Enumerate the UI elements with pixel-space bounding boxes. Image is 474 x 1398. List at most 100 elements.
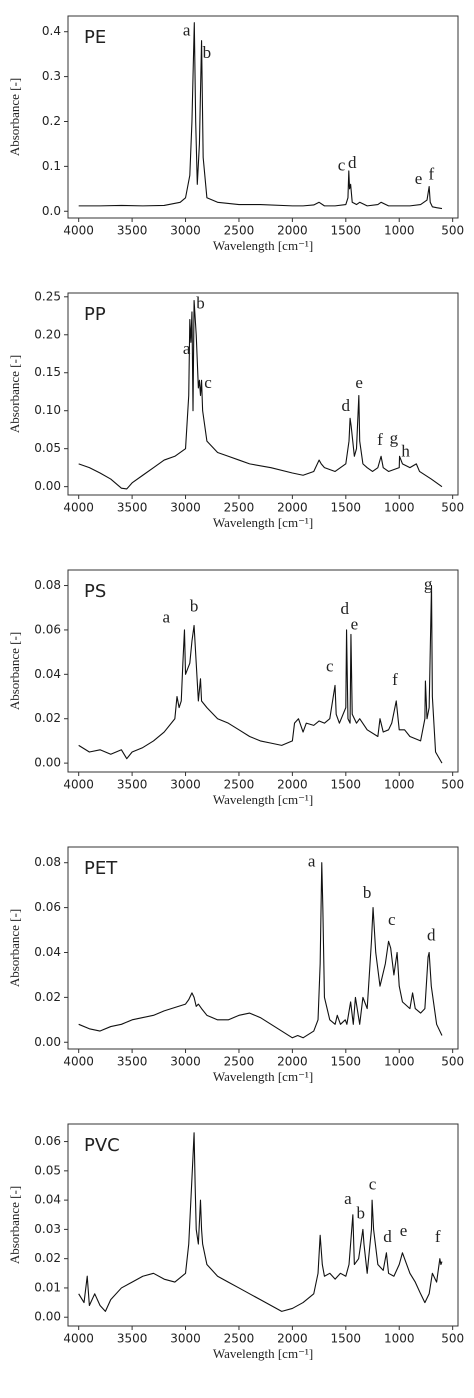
peak-label: e [400,1221,408,1240]
x-tick-label: 4000 [63,1055,94,1069]
x-axis-label: Wavelength [cm⁻¹] [213,1069,313,1084]
y-tick-label: 0.03 [34,1222,61,1236]
peak-label: e [351,614,359,633]
y-tick-label: 0.08 [34,855,61,869]
x-tick-label: 3000 [170,1055,201,1069]
x-tick-label: 500 [441,1055,464,1069]
peak-label: c [338,155,346,174]
x-tick-label: 4000 [63,501,94,515]
y-tick-label: 0.00 [34,1035,61,1049]
y-tick-label: 0.05 [34,441,61,455]
y-tick-label: 0.0 [42,204,61,218]
x-tick-label: 3500 [117,224,148,238]
x-tick-label: 1000 [384,501,415,515]
y-tick-label: 0.2 [42,114,61,128]
y-tick-label: 0.02 [34,990,61,1004]
peak-label: a [344,1189,352,1208]
peak-label: a [308,852,316,871]
panel: 4000 3500 3000 2500 2000 1500 1000 500 0.00 0.05 0… [7,289,464,530]
peak-label: b [357,1204,366,1223]
x-tick-label: 2500 [224,224,255,238]
x-tick-label: 3000 [170,501,201,515]
plot-frame [67,15,459,219]
panel: 4000 3500 3000 2500 2000 1500 1000 500 0.0 0.1 0.2… [7,15,464,253]
y-tick-label: 0.1 [42,159,61,173]
x-tick-label: 3500 [117,1055,148,1069]
y-tick-label: 0.00 [34,479,61,493]
panel: 4000 3500 3000 2500 2000 1500 1000 500 0.00 0.02 0… [7,569,464,807]
spectrum-line [78,1132,443,1312]
panel: 4000 3500 3000 2500 2000 1500 1000 500 0.00 0.01 0… [7,1123,464,1361]
y-tick-label: 0.02 [34,1251,61,1265]
x-axis-label: Wavelength [cm⁻¹] [213,515,313,530]
panel: 4000 3500 3000 2500 2000 1500 1000 500 0.00 0.02 0… [7,846,464,1084]
x-tick-label: 1000 [384,1055,415,1069]
x-tick-label: 1000 [384,224,415,238]
y-tick-label: 0.02 [34,711,61,725]
peak-label: e [355,373,363,392]
y-tick-label: 0.20 [34,327,61,341]
x-tick-label: 2000 [277,501,308,515]
x-tick-label: 1500 [331,778,362,792]
x-tick-label: 3000 [170,224,201,238]
peak-label: d [383,1227,392,1246]
x-tick-label: 2500 [224,1055,255,1069]
peak-label: f [435,1227,441,1246]
y-axis-label: Absorbance [-] [7,909,22,987]
x-tick-label: 1500 [331,224,362,238]
y-axis-label: Absorbance [-] [7,78,22,156]
plot-frame [67,569,459,773]
peak-label: a [163,608,171,627]
x-tick-label: 2000 [277,778,308,792]
y-axis-label: Absorbance [-] [7,355,22,433]
x-tick-label: 2500 [224,778,255,792]
x-tick-label: 1000 [384,1332,415,1346]
peak-label: b [196,293,205,312]
peak-label: e [415,169,423,188]
y-tick-label: 0.05 [34,1163,61,1177]
plot-frame [67,846,459,1050]
x-tick-label: 500 [441,501,464,515]
x-tick-label: 500 [441,224,464,238]
plot-frame [67,1123,459,1327]
x-tick-label: 3000 [170,1332,201,1346]
peak-label: f [428,164,434,183]
y-tick-label: 0.06 [34,1134,61,1148]
peak-label: c [204,373,212,392]
x-tick-label: 3500 [117,1332,148,1346]
x-tick-label: 1500 [331,501,362,515]
peak-label: b [190,597,199,616]
y-tick-label: 0.15 [34,365,61,379]
peak-label: f [377,430,383,449]
peak-label: d [340,599,349,618]
peak-label: h [401,441,410,460]
y-tick-label: 0.01 [34,1280,61,1294]
x-axis-label: Wavelength [cm⁻¹] [213,238,313,253]
peak-label: g [390,428,399,447]
y-tick-label: 0.04 [34,1193,61,1207]
y-tick-label: 0.04 [34,667,61,681]
x-tick-label: 2000 [277,1332,308,1346]
spectrum-line [78,862,443,1039]
y-tick-label: 0.25 [34,289,61,303]
x-tick-label: 2500 [224,1332,255,1346]
x-tick-label: 500 [441,1332,464,1346]
x-axis-label: Wavelength [cm⁻¹] [213,1346,313,1361]
x-tick-label: 1000 [384,778,415,792]
spectrum-line [78,300,443,490]
spectrum-line [78,22,443,210]
plot-frame [67,292,459,496]
x-tick-label: 2000 [277,224,308,238]
y-axis-label: Absorbance [-] [7,1186,22,1264]
y-tick-label: 0.06 [34,622,61,636]
panel-title: PVC [84,1135,120,1156]
peak-label: g [424,574,433,593]
y-axis-label: Absorbance [-] [7,632,22,710]
peak-label: c [388,910,396,929]
y-tick-label: 0.08 [34,578,61,592]
x-tick-label: 4000 [63,224,94,238]
x-tick-label: 1500 [331,1055,362,1069]
x-tick-label: 3000 [170,778,201,792]
y-tick-label: 0.10 [34,403,61,417]
